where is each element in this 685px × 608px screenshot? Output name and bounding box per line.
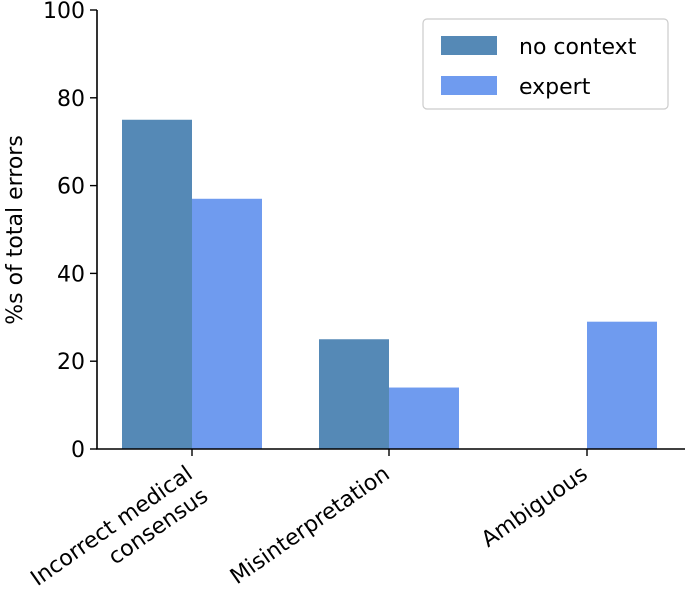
y-tick-label: 60 <box>57 175 85 200</box>
y-ticks: 0 20 40 60 80 100 <box>43 0 97 463</box>
y-tick-label: 100 <box>43 0 85 24</box>
x-tick-label-incorrect-medical-consensus: Incorrect medicalconsensus <box>26 461 212 608</box>
bar-no-context-misinterpretation <box>319 339 389 449</box>
y-tick-label: 40 <box>57 262 85 287</box>
bar-no-context-incorrect-medical-consensus <box>122 119 192 449</box>
legend: no context expert <box>422 18 669 110</box>
y-tick-label: 0 <box>71 438 85 463</box>
bar-expert-misinterpretation <box>389 387 459 449</box>
x-tick-label-ambiguous: Ambiguous <box>477 461 592 552</box>
bar-expert-ambiguous <box>587 321 657 449</box>
legend-swatch-expert <box>441 76 497 95</box>
bar-expert-incorrect-medical-consensus <box>192 198 262 449</box>
legend-label-no-context: no context <box>519 35 637 60</box>
legend-swatch-no-context <box>441 36 497 55</box>
legend-label-expert: expert <box>519 75 591 100</box>
y-tick-label: 20 <box>57 350 85 375</box>
x-tick-label-misinterpretation: Misinterpretation <box>226 461 394 589</box>
y-tick-label: 80 <box>57 87 85 112</box>
x-ticks: Incorrect medicalconsensus Misinterpretat… <box>26 449 592 608</box>
bars-layer <box>122 119 657 449</box>
y-axis-label: %s of total errors <box>3 135 28 325</box>
